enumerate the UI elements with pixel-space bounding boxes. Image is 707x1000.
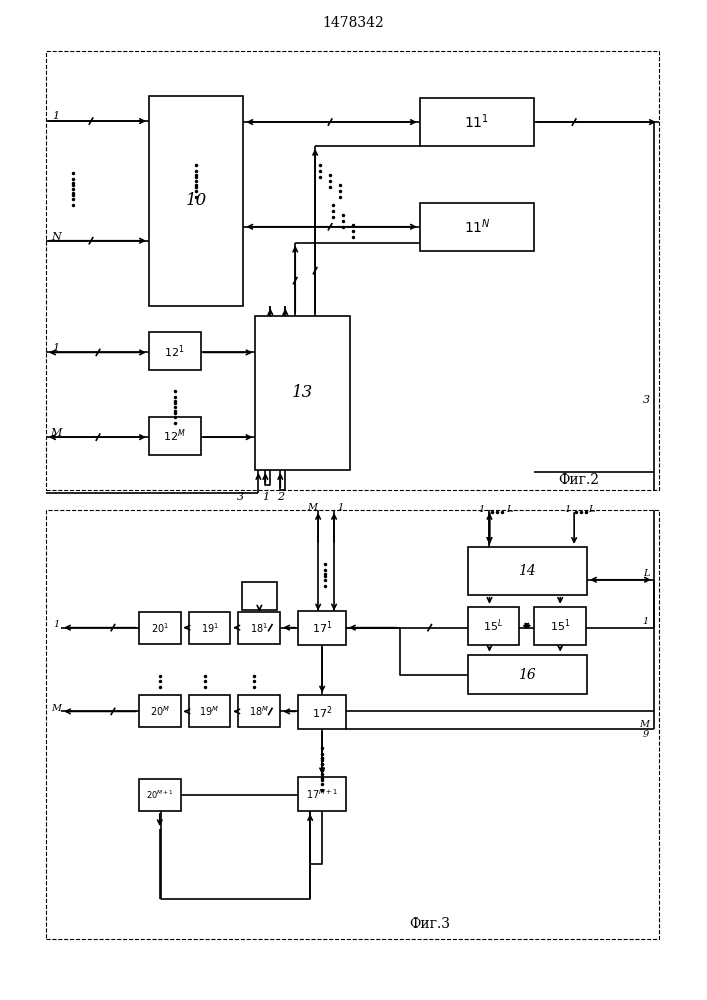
Bar: [420, 203, 534, 251]
Text: $17^2$: $17^2$: [312, 704, 332, 721]
Bar: [298, 611, 346, 645]
Text: 13: 13: [292, 384, 313, 401]
Bar: [139, 695, 181, 727]
Text: $20^1$: $20^1$: [151, 621, 169, 635]
Text: Фиг.3: Фиг.3: [409, 917, 450, 931]
Text: 1: 1: [52, 343, 59, 353]
Text: L: L: [588, 505, 595, 514]
Text: M: M: [50, 428, 62, 438]
Text: $18^1$: $18^1$: [250, 621, 269, 635]
Bar: [255, 316, 350, 470]
Text: 16: 16: [518, 668, 536, 682]
Text: 1: 1: [53, 620, 59, 629]
Bar: [298, 777, 346, 811]
Bar: [243, 582, 277, 610]
Bar: [420, 98, 534, 146]
Text: 1478342: 1478342: [322, 16, 384, 30]
Bar: [467, 607, 520, 645]
Bar: [148, 332, 201, 370]
Text: 1: 1: [52, 111, 59, 121]
Text: $11^N$: $11^N$: [464, 217, 491, 236]
Text: $20^M$: $20^M$: [150, 705, 170, 718]
Text: 10: 10: [185, 192, 206, 209]
Text: 14: 14: [518, 564, 536, 578]
Text: $19^1$: $19^1$: [201, 621, 218, 635]
Text: N: N: [52, 232, 61, 242]
Text: $20^{M+1}$: $20^{M+1}$: [146, 789, 174, 801]
Bar: [148, 417, 201, 455]
Text: L: L: [643, 569, 650, 578]
Bar: [298, 695, 346, 729]
Text: $15^L$: $15^L$: [484, 617, 503, 634]
Text: 3: 3: [237, 492, 244, 502]
Text: 1: 1: [337, 503, 343, 512]
Text: $17^1$: $17^1$: [312, 619, 332, 636]
Text: $18^M$: $18^M$: [250, 705, 269, 718]
Text: M: M: [51, 704, 62, 713]
Bar: [148, 96, 243, 306]
Bar: [238, 695, 280, 727]
Text: Фиг.2: Фиг.2: [559, 473, 600, 487]
Text: 9: 9: [643, 730, 649, 739]
Text: $19^M$: $19^M$: [199, 705, 220, 718]
Bar: [467, 547, 587, 595]
Text: $12^M$: $12^M$: [163, 428, 186, 444]
Bar: [238, 612, 280, 644]
Text: $11^1$: $11^1$: [464, 113, 489, 131]
Bar: [467, 655, 587, 694]
Text: $17^{M+1}$: $17^{M+1}$: [306, 787, 339, 801]
Text: 2: 2: [276, 492, 284, 502]
Text: 1: 1: [564, 505, 571, 514]
Bar: [534, 607, 586, 645]
Text: 1: 1: [262, 492, 269, 502]
Bar: [139, 779, 181, 811]
Bar: [46, 51, 659, 490]
Text: 1: 1: [479, 505, 484, 514]
Bar: [139, 612, 181, 644]
Bar: [46, 510, 659, 939]
Text: $12^1$: $12^1$: [165, 343, 185, 360]
Text: M: M: [639, 720, 649, 729]
Text: 3: 3: [643, 395, 650, 405]
Bar: [189, 612, 230, 644]
Text: M: M: [307, 503, 317, 512]
Text: $15^1$: $15^1$: [550, 617, 571, 634]
Bar: [189, 695, 230, 727]
Text: L: L: [506, 505, 513, 514]
Text: 1: 1: [643, 617, 649, 626]
